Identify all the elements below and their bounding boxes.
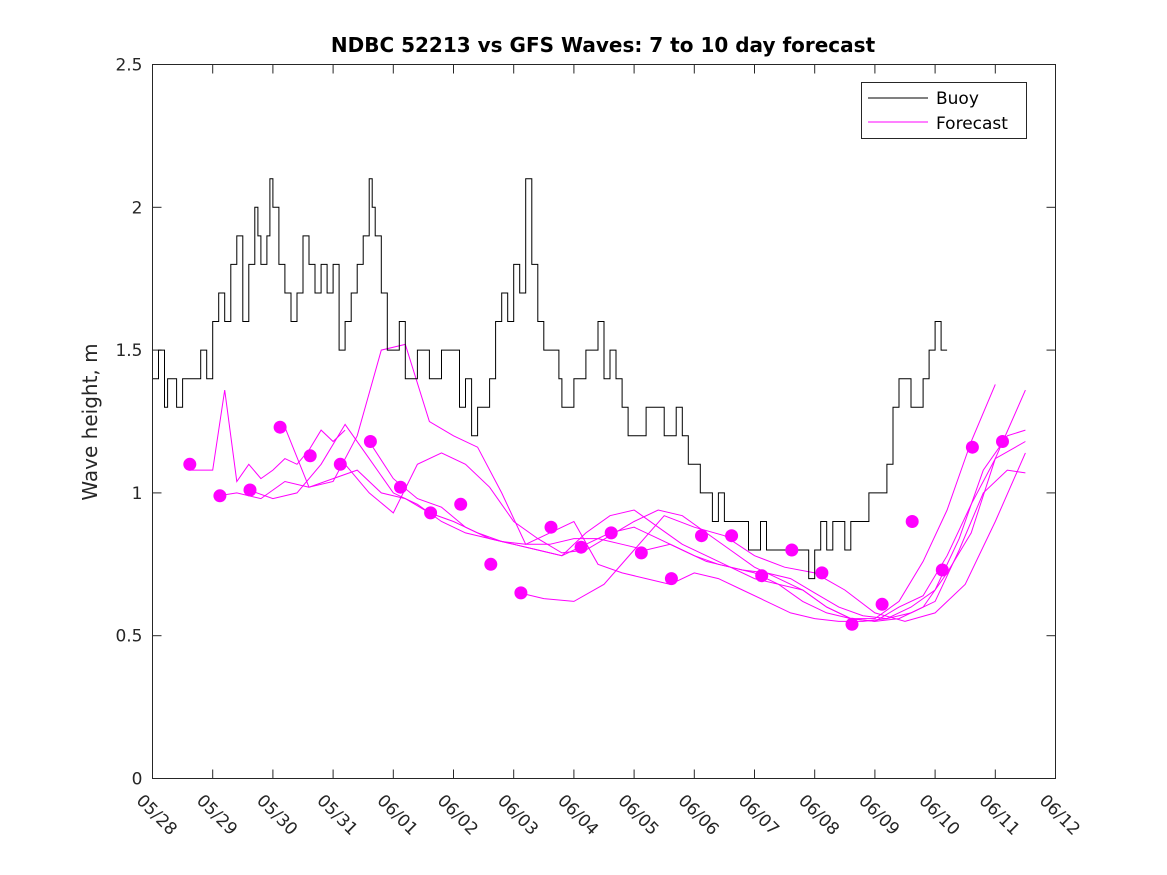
forecast-point [273, 420, 287, 434]
plot-frame [152, 64, 1056, 779]
chart-title: NDBC 52213 vs GFS Waves: 7 to 10 day for… [331, 33, 876, 57]
forecast-point [845, 617, 859, 631]
x-tick-label: 06/09 [854, 791, 903, 840]
forecast-point [213, 489, 227, 503]
legend-box [861, 82, 1027, 139]
x-tick-label: 05/28 [132, 791, 181, 840]
forecast-point [574, 540, 588, 554]
legend-buoy-label: Buoy [936, 89, 979, 109]
y-axis-ticks: 0 0.5 1 1.5 2 2.5 [115, 56, 1056, 790]
forecast-point [484, 557, 498, 571]
x-tick-label: 06/11 [975, 791, 1024, 840]
buoy-line [152, 178, 948, 580]
y-tick-label: 1.5 [115, 341, 142, 361]
x-tick-label: 06/07 [734, 791, 783, 840]
y-tick-label: 0 [132, 770, 143, 790]
forecast-point [303, 449, 317, 463]
legend-forecast-label: Forecast [936, 114, 1008, 134]
forecast-point [544, 520, 558, 534]
x-tick-label: 06/08 [794, 791, 843, 840]
forecast-point [454, 497, 468, 511]
forecast-point [424, 506, 438, 520]
x-tick-label: 06/10 [915, 791, 964, 840]
forecast-point [725, 529, 739, 543]
forecast-point [785, 543, 799, 557]
forecast-point [333, 457, 347, 471]
forecast-point [363, 435, 377, 448]
forecast-line-5 [344, 389, 1026, 622]
x-tick-label: 06/03 [493, 791, 542, 840]
x-tick-label: 05/30 [252, 791, 301, 840]
forecast-point [394, 480, 407, 494]
y-tick-label: 1 [132, 484, 143, 504]
forecast-point [604, 526, 618, 540]
y-tick-label: 2.5 [115, 56, 142, 76]
plot-series [152, 178, 1026, 631]
forecast-point [815, 566, 829, 580]
x-tick-label: 06/06 [674, 791, 723, 840]
forecast-point [243, 483, 257, 497]
forecast-point [514, 586, 528, 600]
x-axis-ticks: 05/28 05/29 05/30 05/31 06/01 06/02 06/03 06/04… [132, 64, 1084, 840]
y-tick-label: 0.5 [115, 627, 142, 647]
x-tick-label: 06/01 [373, 791, 422, 840]
forecast-point [996, 435, 1009, 448]
legend: Buoy Forecast [861, 82, 1027, 139]
forecast-point [905, 515, 919, 528]
y-tick-label: 2 [132, 198, 143, 218]
forecast-point [755, 569, 769, 583]
forecast-point [875, 597, 889, 611]
forecast-line-3 [248, 423, 1026, 622]
x-tick-label: 05/31 [313, 791, 362, 840]
forecast-point [935, 563, 949, 577]
forecast-point [664, 572, 678, 586]
forecast-point [183, 457, 197, 471]
x-tick-label: 06/02 [433, 791, 482, 840]
x-tick-label: 06/12 [1035, 791, 1084, 840]
forecast-point [965, 440, 979, 454]
x-tick-label: 06/04 [553, 791, 602, 840]
forecast-line-4 [284, 343, 1026, 622]
forecast-point [634, 546, 648, 560]
x-tick-label: 05/29 [192, 791, 241, 840]
forecast-line-6 [368, 384, 996, 620]
x-tick-label: 06/05 [614, 791, 663, 840]
forecast-line-7 [519, 452, 1026, 622]
forecast-line-2 [218, 469, 1026, 620]
forecast-point [695, 529, 708, 543]
forecast-line-1 [188, 390, 346, 483]
y-axis-label: Wave height, m [78, 343, 102, 500]
